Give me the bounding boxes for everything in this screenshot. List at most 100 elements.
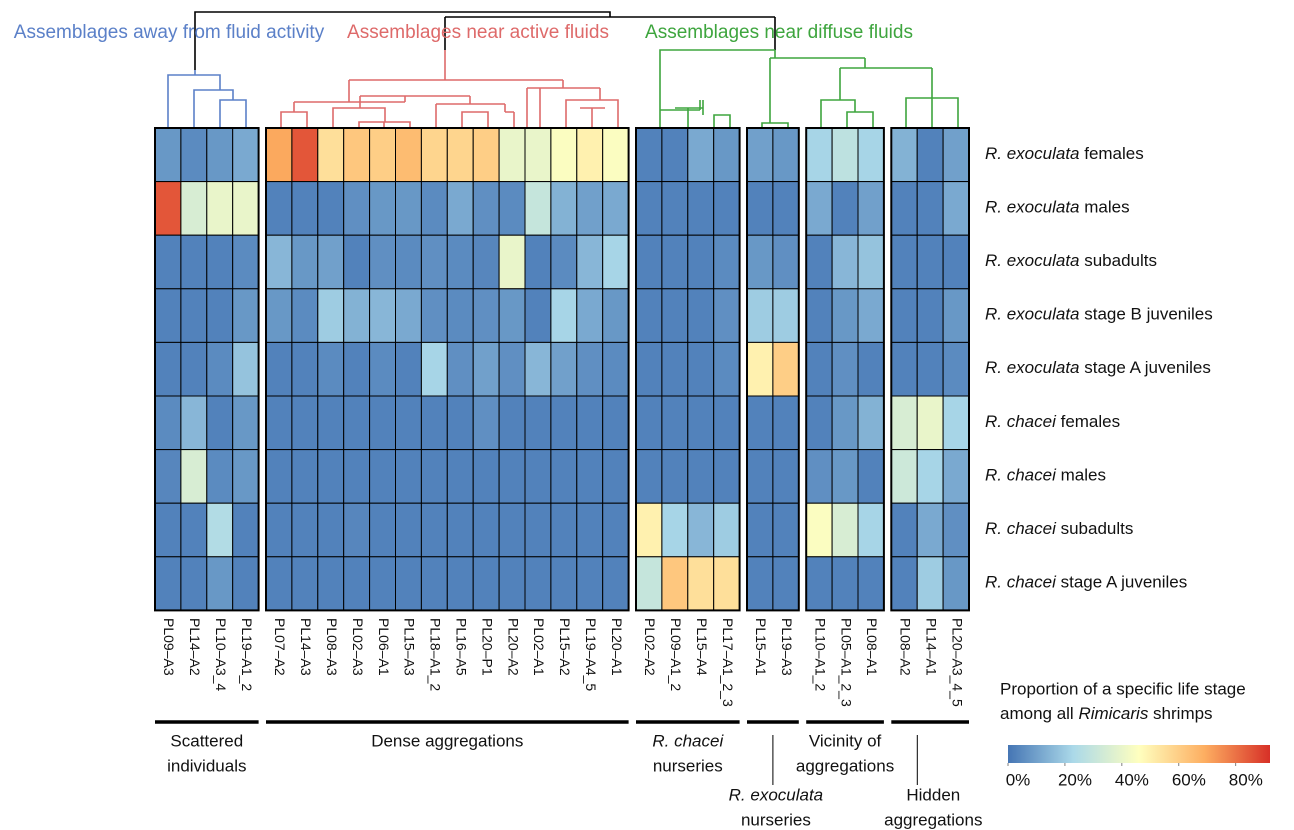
heat-cell [369, 234, 397, 290]
heat-cell [343, 449, 371, 504]
cluster-label: Assemblages near active fluids [347, 22, 609, 43]
dendrogram-branch [659, 49, 959, 128]
group-label: nurseries [741, 810, 811, 829]
heat-cell [857, 181, 885, 236]
heat-cell [369, 502, 397, 558]
heat-cell [498, 288, 526, 343]
heat-cell [317, 502, 345, 558]
heat-cell [180, 234, 208, 290]
column-label: PL20–A3_4_5 [949, 618, 965, 707]
heat-cell [916, 395, 944, 451]
heat-cell [420, 395, 448, 451]
heat-cell [265, 556, 293, 611]
heat-cell [661, 556, 689, 611]
heat-cell [420, 288, 448, 343]
heat-cell [805, 502, 833, 558]
heat-cell [343, 556, 371, 611]
heat-cell [180, 341, 208, 397]
heat-cell [890, 288, 918, 343]
heat-cell [805, 449, 833, 504]
heat-cell [395, 288, 422, 343]
row-stage: females [1080, 144, 1144, 163]
heat-cell [180, 502, 208, 558]
heat-cell [831, 556, 859, 611]
heat-cell [317, 556, 345, 611]
heat-cell [524, 288, 552, 343]
heat-cell [369, 181, 397, 236]
heat-cell [472, 181, 500, 236]
heat-cell [395, 395, 422, 451]
group-label: R. chacei [652, 731, 724, 750]
column-label: PL16–A5 [454, 618, 470, 676]
heat-cell [635, 181, 663, 236]
heat-cell [831, 449, 859, 504]
heat-cell [576, 234, 604, 290]
heat-cell [576, 288, 604, 343]
row-stage: males [1080, 198, 1130, 217]
row-species: R. exoculata [985, 359, 1080, 378]
heat-cell [472, 502, 500, 558]
heat-cell [602, 556, 630, 611]
heat-cell [687, 449, 715, 504]
heat-cell [369, 449, 397, 504]
column-label: PL10–A3_4 [213, 618, 229, 691]
dendrogram-root [194, 11, 776, 70]
heat-cell [890, 181, 918, 236]
heat-cell [395, 341, 422, 397]
heat-cell [713, 395, 741, 451]
heat-cell [746, 502, 774, 558]
heat-cell [291, 234, 319, 290]
heat-cell [687, 395, 715, 451]
heat-cell [713, 127, 741, 183]
heat-cell [576, 556, 604, 611]
heat-cell [232, 502, 260, 558]
heat-cell [317, 127, 345, 183]
row-label: R. exoculata males [985, 198, 1130, 217]
heat-cell [772, 502, 800, 558]
heat-cell [550, 127, 578, 183]
row-label: R. chacei subadults [985, 519, 1133, 538]
heat-cell [206, 288, 234, 343]
heat-cell [942, 502, 970, 558]
heat-cell [265, 449, 293, 504]
heat-cell [831, 234, 859, 290]
heat-cell [206, 341, 234, 397]
heat-cell [446, 341, 474, 397]
heat-cell [746, 181, 774, 236]
heat-cell [602, 127, 630, 183]
heat-cell [317, 181, 345, 236]
column-label: PL19–A1_2 [239, 618, 255, 691]
heat-cell [916, 127, 944, 183]
row-species: R. chacei [985, 573, 1057, 592]
heat-cell [687, 181, 715, 236]
heat-cell [942, 341, 970, 397]
heat-cell [154, 341, 182, 397]
heat-cell [343, 341, 371, 397]
heat-cell [498, 449, 526, 504]
column-label: PL19–A3 [779, 618, 795, 676]
heat-cell [942, 395, 970, 451]
heat-cell [472, 234, 500, 290]
column-label: PL15–A1 [753, 618, 769, 676]
heat-cell [232, 556, 260, 611]
heat-cell [265, 234, 293, 290]
heat-cell [831, 395, 859, 451]
heat-cell [498, 341, 526, 397]
heat-cell [498, 181, 526, 236]
heat-cell [635, 288, 663, 343]
group-label: Vicinity of [809, 731, 882, 750]
heat-cell [550, 556, 578, 611]
heat-cell [420, 181, 448, 236]
heat-cell [180, 127, 208, 183]
heat-cell [498, 556, 526, 611]
heat-cell [661, 341, 689, 397]
heat-cell [890, 395, 918, 451]
heat-cell [395, 449, 422, 504]
heat-cell [472, 449, 500, 504]
heat-cell [395, 127, 422, 183]
heat-cell [746, 341, 774, 397]
heat-cell [524, 234, 552, 290]
heat-cell [890, 556, 918, 611]
column-label: PL09–A1_2 [668, 618, 684, 691]
heat-cell [206, 234, 234, 290]
